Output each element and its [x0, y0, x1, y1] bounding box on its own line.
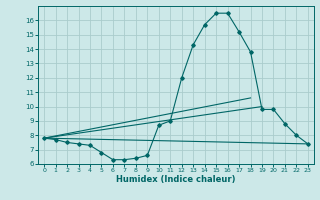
X-axis label: Humidex (Indice chaleur): Humidex (Indice chaleur): [116, 175, 236, 184]
